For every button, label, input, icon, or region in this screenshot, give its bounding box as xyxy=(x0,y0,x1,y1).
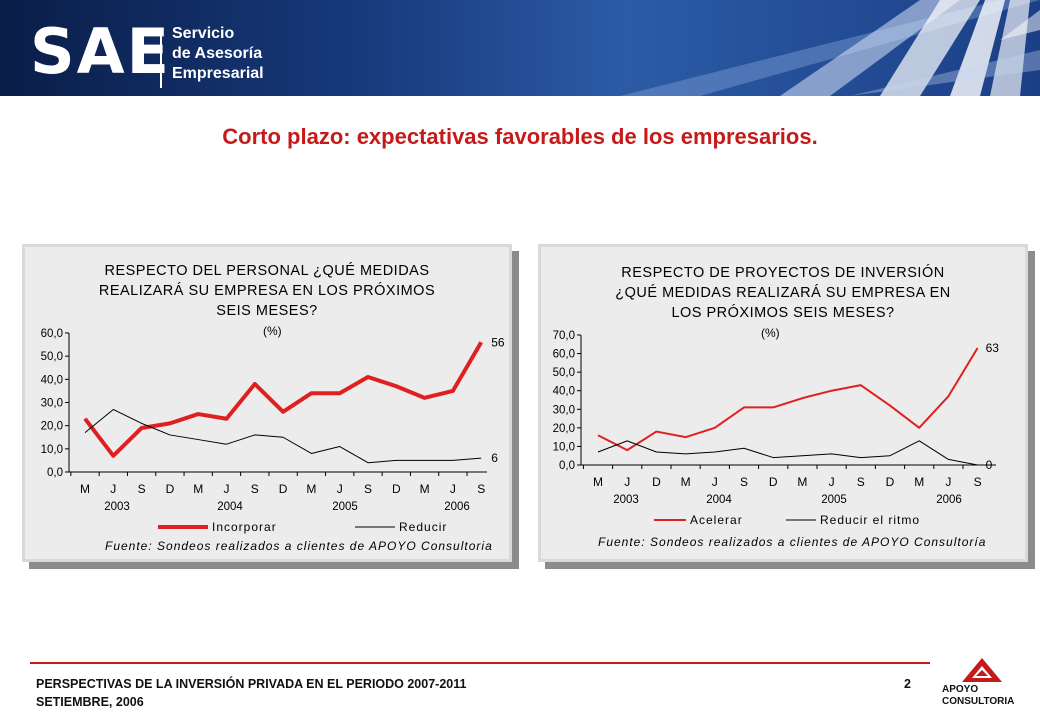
x-tick-label: S xyxy=(251,482,259,496)
y-tick-label: 10,0 xyxy=(41,444,63,456)
year-label: 2005 xyxy=(821,494,847,506)
y-tick-label: 0,0 xyxy=(559,460,575,472)
x-tick-label: S xyxy=(974,475,982,489)
x-tick-label: D xyxy=(886,475,895,489)
light-rays-graphic xyxy=(620,0,1040,96)
sae-logo: SAE xyxy=(30,15,171,88)
year-label: 2003 xyxy=(613,494,639,506)
x-tick-label: D xyxy=(166,482,175,496)
x-tick-label: M xyxy=(420,482,430,496)
x-tick-label: M xyxy=(193,482,203,496)
y-tick-label: 10,0 xyxy=(553,441,575,453)
x-tick-label: M xyxy=(914,475,924,489)
footer-date: SETIEMBRE, 2006 xyxy=(36,695,144,709)
chart-source-inversion: Fuente: Sondeos realizados a clientes de… xyxy=(598,535,987,549)
legend-label: Reducir xyxy=(399,520,447,534)
chart-title-line-3: LOS PRÓXIMOS SEIS MESES? xyxy=(671,305,895,321)
chart-source-personal: Fuente: Sondeos realizados a clientes de… xyxy=(105,539,493,553)
series-line-reducir xyxy=(84,408,482,464)
series-line-acelerar xyxy=(597,347,979,452)
y-tick-label: 60,0 xyxy=(553,349,575,361)
end-value-label: 56 xyxy=(491,335,505,349)
end-value-label: 6 xyxy=(491,451,498,465)
year-label: 2006 xyxy=(444,501,470,513)
chart-title-line-3: SEIS MESES? xyxy=(216,303,318,319)
brand-name-line-1: APOYO xyxy=(942,684,979,695)
x-tick-label: D xyxy=(392,482,401,496)
logo-subtitle-line-2: de Asesoría xyxy=(172,45,263,62)
logo-divider xyxy=(160,28,162,88)
x-tick-label: S xyxy=(477,482,485,496)
legend-label: Acelerar xyxy=(690,513,743,527)
series-line-incorporar xyxy=(83,341,483,458)
brand-name-line-2: CONSULTORIA xyxy=(942,696,1015,707)
chart-unit-inversion: (%) xyxy=(761,326,780,340)
line-chart-inversion: 0,0 10,0 20,0 30,0 40,0 50,0 60,0 70,0 M J D M J S D M J… xyxy=(553,330,1000,527)
year-label: 2003 xyxy=(104,501,130,513)
x-tick-label: S xyxy=(364,482,372,496)
x-tick-label: D xyxy=(652,475,661,489)
x-tick-label: M xyxy=(681,475,691,489)
x-tick-label: J xyxy=(624,475,630,489)
year-label: 2006 xyxy=(936,494,962,506)
line-chart-personal: 0,0 10,0 20,0 30,0 40,0 50,0 60,0 M J S D M J S D M J S D M… xyxy=(41,328,505,534)
apoyo-logo-icon xyxy=(962,658,1002,682)
year-label: 2004 xyxy=(217,501,243,513)
x-tick-label: S xyxy=(857,475,865,489)
x-tick-label: J xyxy=(945,475,951,489)
chart-title-line-1: RESPECTO DE PROYECTOS DE INVERSIÓN xyxy=(621,265,945,281)
chart-title-line-2: ¿QUÉ MEDIDAS REALIZARÁ SU EMPRESA EN xyxy=(615,285,951,301)
chart-title-line-1: RESPECTO DEL PERSONAL ¿QUÉ MEDIDAS xyxy=(104,263,430,279)
apoyo-consultoria-logo: APOYO CONSULTORIA xyxy=(940,656,1030,716)
x-tick-label: J xyxy=(224,482,230,496)
chart-title-line-2: REALIZARÁ SU EMPRESA EN LOS PRÓXIMOS xyxy=(98,283,436,299)
x-tick-label: M xyxy=(593,475,603,489)
y-tick-label: 60,0 xyxy=(41,328,63,340)
chart-panel-inversion: RESPECTO DE PROYECTOS DE INVERSIÓN ¿QUÉ … xyxy=(538,244,1028,562)
y-tick-label: 50,0 xyxy=(41,351,63,363)
chart-title-personal: RESPECTO DEL PERSONAL ¿QUÉ MEDIDAS REALI… xyxy=(25,261,509,321)
header-banner: SAE Servicio de Asesoría Empresarial xyxy=(0,0,1040,96)
x-tick-label: M xyxy=(306,482,316,496)
footer-divider xyxy=(30,662,930,664)
y-tick-label: 20,0 xyxy=(41,421,63,433)
x-tick-label: J xyxy=(829,475,835,489)
year-label: 2004 xyxy=(706,494,732,506)
x-tick-label: M xyxy=(80,482,90,496)
x-tick-label: J xyxy=(450,482,456,496)
x-tick-label: S xyxy=(138,482,146,496)
end-value-label: 63 xyxy=(986,341,1000,355)
x-tick-label: M xyxy=(797,475,807,489)
y-tick-label: 30,0 xyxy=(553,404,575,416)
logo-subtitle-line-3: Empresarial xyxy=(172,65,264,82)
y-tick-label: 50,0 xyxy=(553,367,575,379)
chart-unit-personal: (%) xyxy=(263,324,282,338)
y-tick-label: 20,0 xyxy=(553,423,575,435)
y-tick-label: 40,0 xyxy=(553,386,575,398)
series-line-reducir-el-ritmo xyxy=(597,440,978,466)
end-value-label: 0 xyxy=(986,458,993,472)
legend-label: Reducir el ritmo xyxy=(820,513,920,527)
chart-panel-personal: RESPECTO DEL PERSONAL ¿QUÉ MEDIDAS REALI… xyxy=(22,244,512,562)
x-tick-label: D xyxy=(279,482,288,496)
y-tick-label: 0,0 xyxy=(47,467,63,479)
chart-title-inversion: RESPECTO DE PROYECTOS DE INVERSIÓN ¿QUÉ … xyxy=(541,263,1025,323)
logo-subtitle: Servicio de Asesoría Empresarial xyxy=(172,24,264,84)
x-tick-label: J xyxy=(337,482,343,496)
year-label: 2005 xyxy=(332,501,358,513)
logo-subtitle-line-1: Servicio xyxy=(172,25,235,42)
slide-title: Corto plazo: expectativas favorables de … xyxy=(222,124,818,149)
x-tick-label: S xyxy=(740,475,748,489)
y-tick-label: 70,0 xyxy=(553,330,575,342)
page-number: 2 xyxy=(904,677,911,691)
x-tick-label: J xyxy=(110,482,116,496)
y-tick-label: 40,0 xyxy=(41,374,63,386)
footer-title: PERSPECTIVAS DE LA INVERSIÓN PRIVADA EN … xyxy=(36,677,467,691)
y-tick-label: 30,0 xyxy=(41,398,63,410)
x-tick-label: J xyxy=(712,475,718,489)
legend-label: Incorporar xyxy=(212,520,277,534)
x-tick-label: D xyxy=(769,475,778,489)
